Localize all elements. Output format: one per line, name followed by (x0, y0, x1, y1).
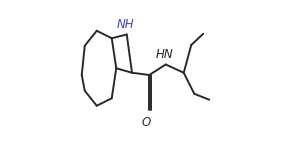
Text: HN: HN (155, 48, 173, 61)
Text: NH: NH (117, 18, 135, 30)
Text: O: O (142, 116, 151, 129)
